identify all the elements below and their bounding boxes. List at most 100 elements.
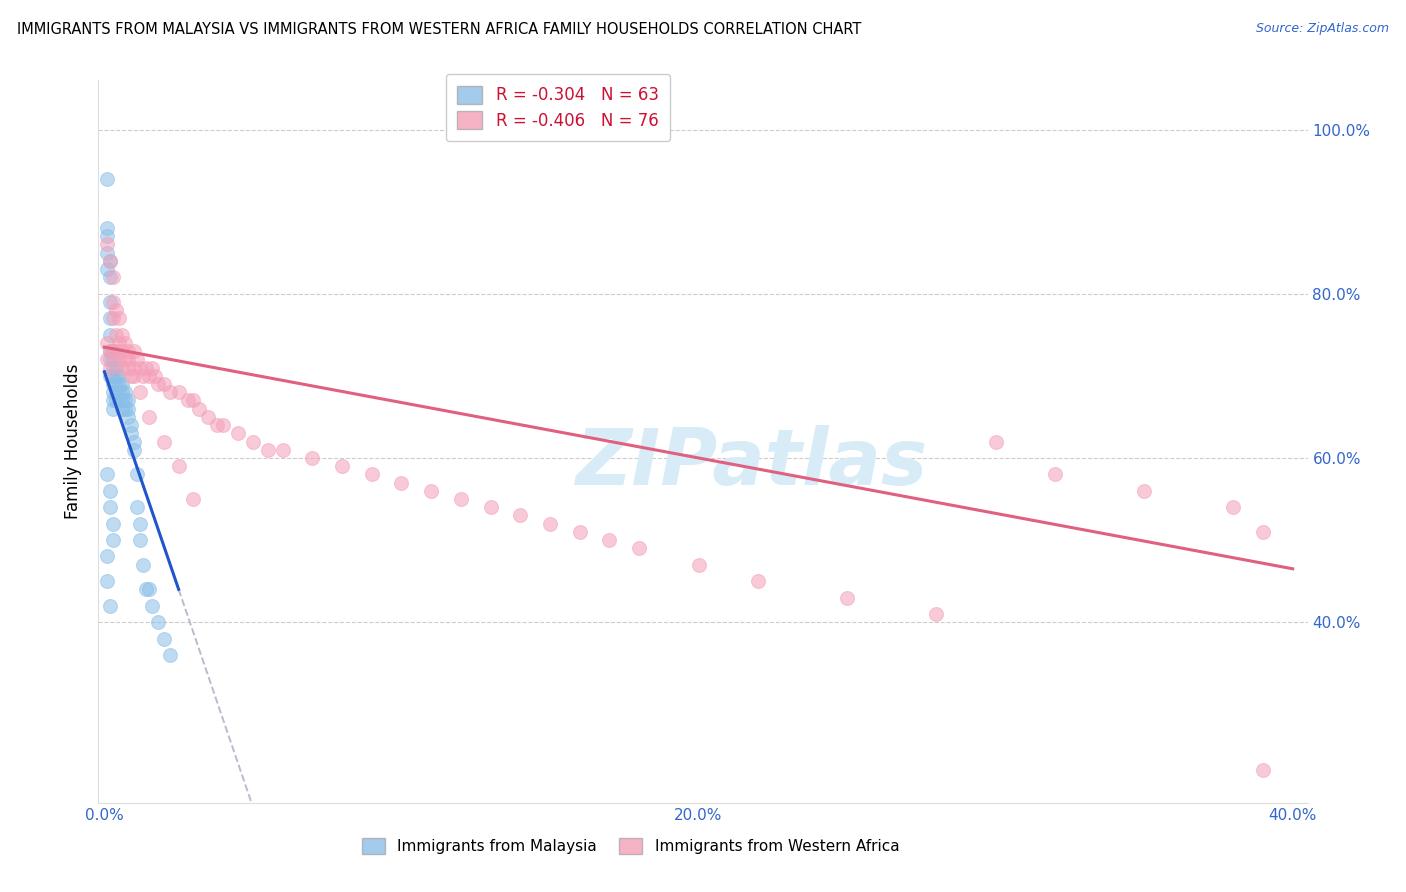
Text: Source: ZipAtlas.com: Source: ZipAtlas.com	[1256, 22, 1389, 36]
Text: ZIPatlas: ZIPatlas	[575, 425, 928, 501]
Point	[117, 393, 139, 408]
Point	[1222, 500, 1244, 515]
Point	[141, 599, 163, 613]
Point	[114, 393, 136, 408]
Point	[111, 344, 134, 359]
Point	[117, 344, 139, 359]
Point	[105, 360, 128, 375]
Point	[103, 377, 125, 392]
Point	[96, 171, 118, 186]
Point	[125, 467, 148, 482]
Point	[114, 352, 136, 367]
Point	[111, 360, 134, 375]
Point	[103, 344, 125, 359]
Point	[105, 344, 128, 359]
Point	[108, 352, 131, 367]
Point	[212, 418, 235, 433]
Point	[271, 442, 294, 457]
Point	[256, 442, 278, 457]
Point	[152, 632, 174, 646]
Point	[117, 360, 139, 375]
Point	[105, 385, 128, 400]
Point	[129, 516, 152, 531]
Point	[103, 360, 125, 375]
Point	[103, 270, 125, 285]
Point	[103, 385, 125, 400]
Point	[1251, 524, 1274, 539]
Point	[146, 377, 169, 392]
Point	[183, 491, 205, 506]
Point	[188, 401, 211, 416]
Y-axis label: Family Households: Family Households	[65, 364, 83, 519]
Point	[98, 599, 121, 613]
Point	[98, 270, 121, 285]
Point	[98, 483, 121, 498]
Point	[138, 582, 160, 597]
Point	[111, 393, 134, 408]
Point	[207, 418, 229, 433]
Point	[105, 393, 128, 408]
Point	[159, 648, 181, 662]
Point	[105, 303, 128, 318]
Point	[835, 591, 858, 605]
Point	[167, 459, 190, 474]
Point	[108, 311, 131, 326]
Point	[114, 336, 136, 351]
Point	[132, 558, 155, 572]
Point	[98, 500, 121, 515]
Point	[984, 434, 1007, 449]
Point	[108, 336, 131, 351]
Point	[96, 262, 118, 277]
Point	[688, 558, 710, 572]
Point	[103, 344, 125, 359]
Point	[114, 385, 136, 400]
Point	[103, 368, 125, 383]
Point	[159, 385, 181, 400]
Point	[108, 368, 131, 383]
Point	[132, 368, 155, 383]
Point	[120, 368, 142, 383]
Point	[98, 295, 121, 310]
Point	[122, 344, 145, 359]
Point	[98, 311, 121, 326]
Point	[98, 344, 121, 359]
Point	[96, 336, 118, 351]
Point	[108, 393, 131, 408]
Point	[103, 352, 125, 367]
Point	[925, 607, 948, 621]
Point	[1251, 763, 1274, 777]
Point	[122, 360, 145, 375]
Point	[479, 500, 502, 515]
Point	[103, 393, 125, 408]
Point	[96, 352, 118, 367]
Point	[111, 327, 134, 342]
Point	[98, 327, 121, 342]
Point	[122, 434, 145, 449]
Point	[105, 368, 128, 383]
Point	[420, 483, 443, 498]
Point	[111, 401, 134, 416]
Point	[98, 360, 121, 375]
Point	[96, 467, 118, 482]
Point	[183, 393, 205, 408]
Point	[117, 401, 139, 416]
Point	[98, 253, 121, 268]
Point	[98, 344, 121, 359]
Point	[747, 574, 769, 588]
Point	[120, 426, 142, 441]
Point	[176, 393, 198, 408]
Point	[103, 295, 125, 310]
Point	[628, 541, 651, 556]
Point	[450, 491, 472, 506]
Text: IMMIGRANTS FROM MALAYSIA VS IMMIGRANTS FROM WESTERN AFRICA FAMILY HOUSEHOLDS COR: IMMIGRANTS FROM MALAYSIA VS IMMIGRANTS F…	[17, 22, 862, 37]
Point	[105, 327, 128, 342]
Point	[146, 615, 169, 630]
Point	[103, 311, 125, 326]
Point	[226, 426, 249, 441]
Point	[96, 229, 118, 244]
Point	[103, 401, 125, 416]
Point	[125, 352, 148, 367]
Point	[114, 401, 136, 416]
Legend: Immigrants from Malaysia, Immigrants from Western Africa: Immigrants from Malaysia, Immigrants fro…	[356, 832, 905, 860]
Point	[117, 352, 139, 367]
